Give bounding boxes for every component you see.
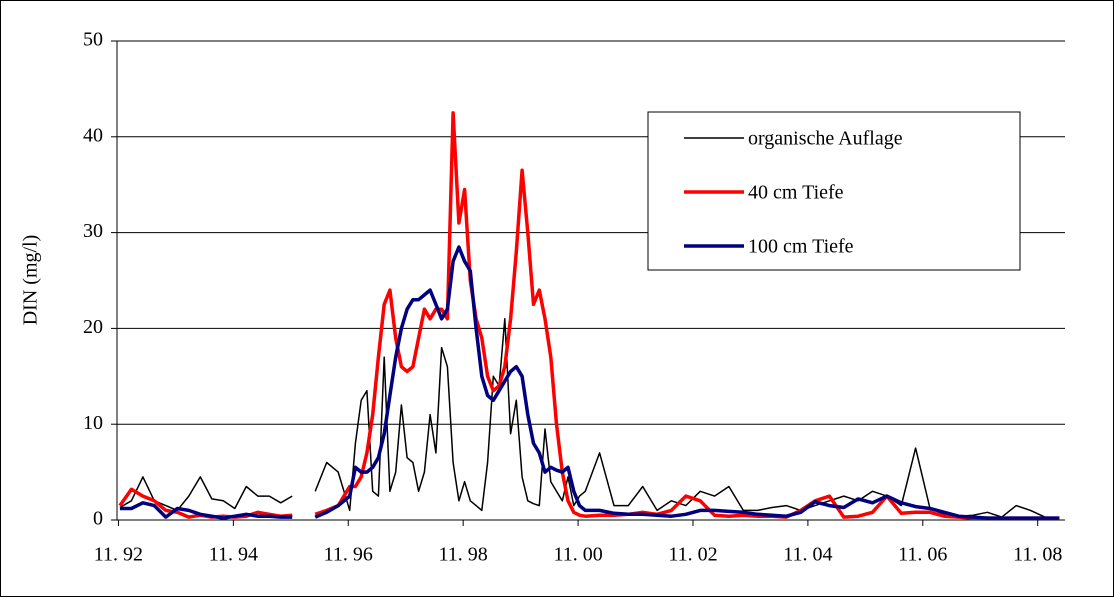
y-tick-label: 40 (83, 124, 103, 146)
data-line (119, 318, 1060, 519)
y-tick-label: 30 (83, 220, 103, 242)
legend-label: organische Auflage (748, 128, 903, 150)
legend-label: 100 cm Tiefe (748, 236, 854, 258)
x-tick-label: 11. 04 (783, 544, 832, 566)
y-axis-label: DIN (mg/l) (20, 235, 42, 326)
x-tick-label: 11. 02 (668, 544, 717, 566)
y-tick-label: 50 (83, 29, 103, 51)
y-tick-label: 0 (93, 508, 103, 530)
x-tick-label: 11. 96 (324, 544, 373, 566)
x-tick-label: 11. 08 (1013, 544, 1062, 566)
data-line (119, 245, 1060, 520)
y-tick-label: 10 (83, 412, 103, 434)
y-tick-label: 20 (83, 316, 103, 338)
legend-label: 40 cm Tiefe (748, 182, 844, 204)
x-tick-label: 11. 00 (553, 544, 602, 566)
x-tick-label: 11. 06 (898, 544, 947, 566)
x-tick-label: 11. 98 (439, 544, 488, 566)
x-tick-label: 11. 92 (94, 544, 143, 566)
x-tick-label: 11. 94 (209, 544, 258, 566)
